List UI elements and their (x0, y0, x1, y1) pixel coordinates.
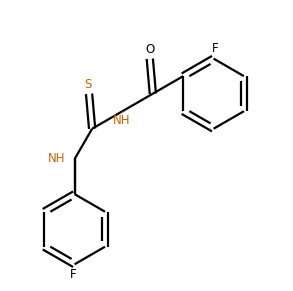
Text: F: F (212, 42, 218, 55)
Text: O: O (145, 43, 154, 56)
Text: NH: NH (48, 152, 65, 165)
Text: NH: NH (113, 114, 131, 127)
Text: S: S (84, 78, 92, 91)
Text: F: F (70, 268, 76, 281)
